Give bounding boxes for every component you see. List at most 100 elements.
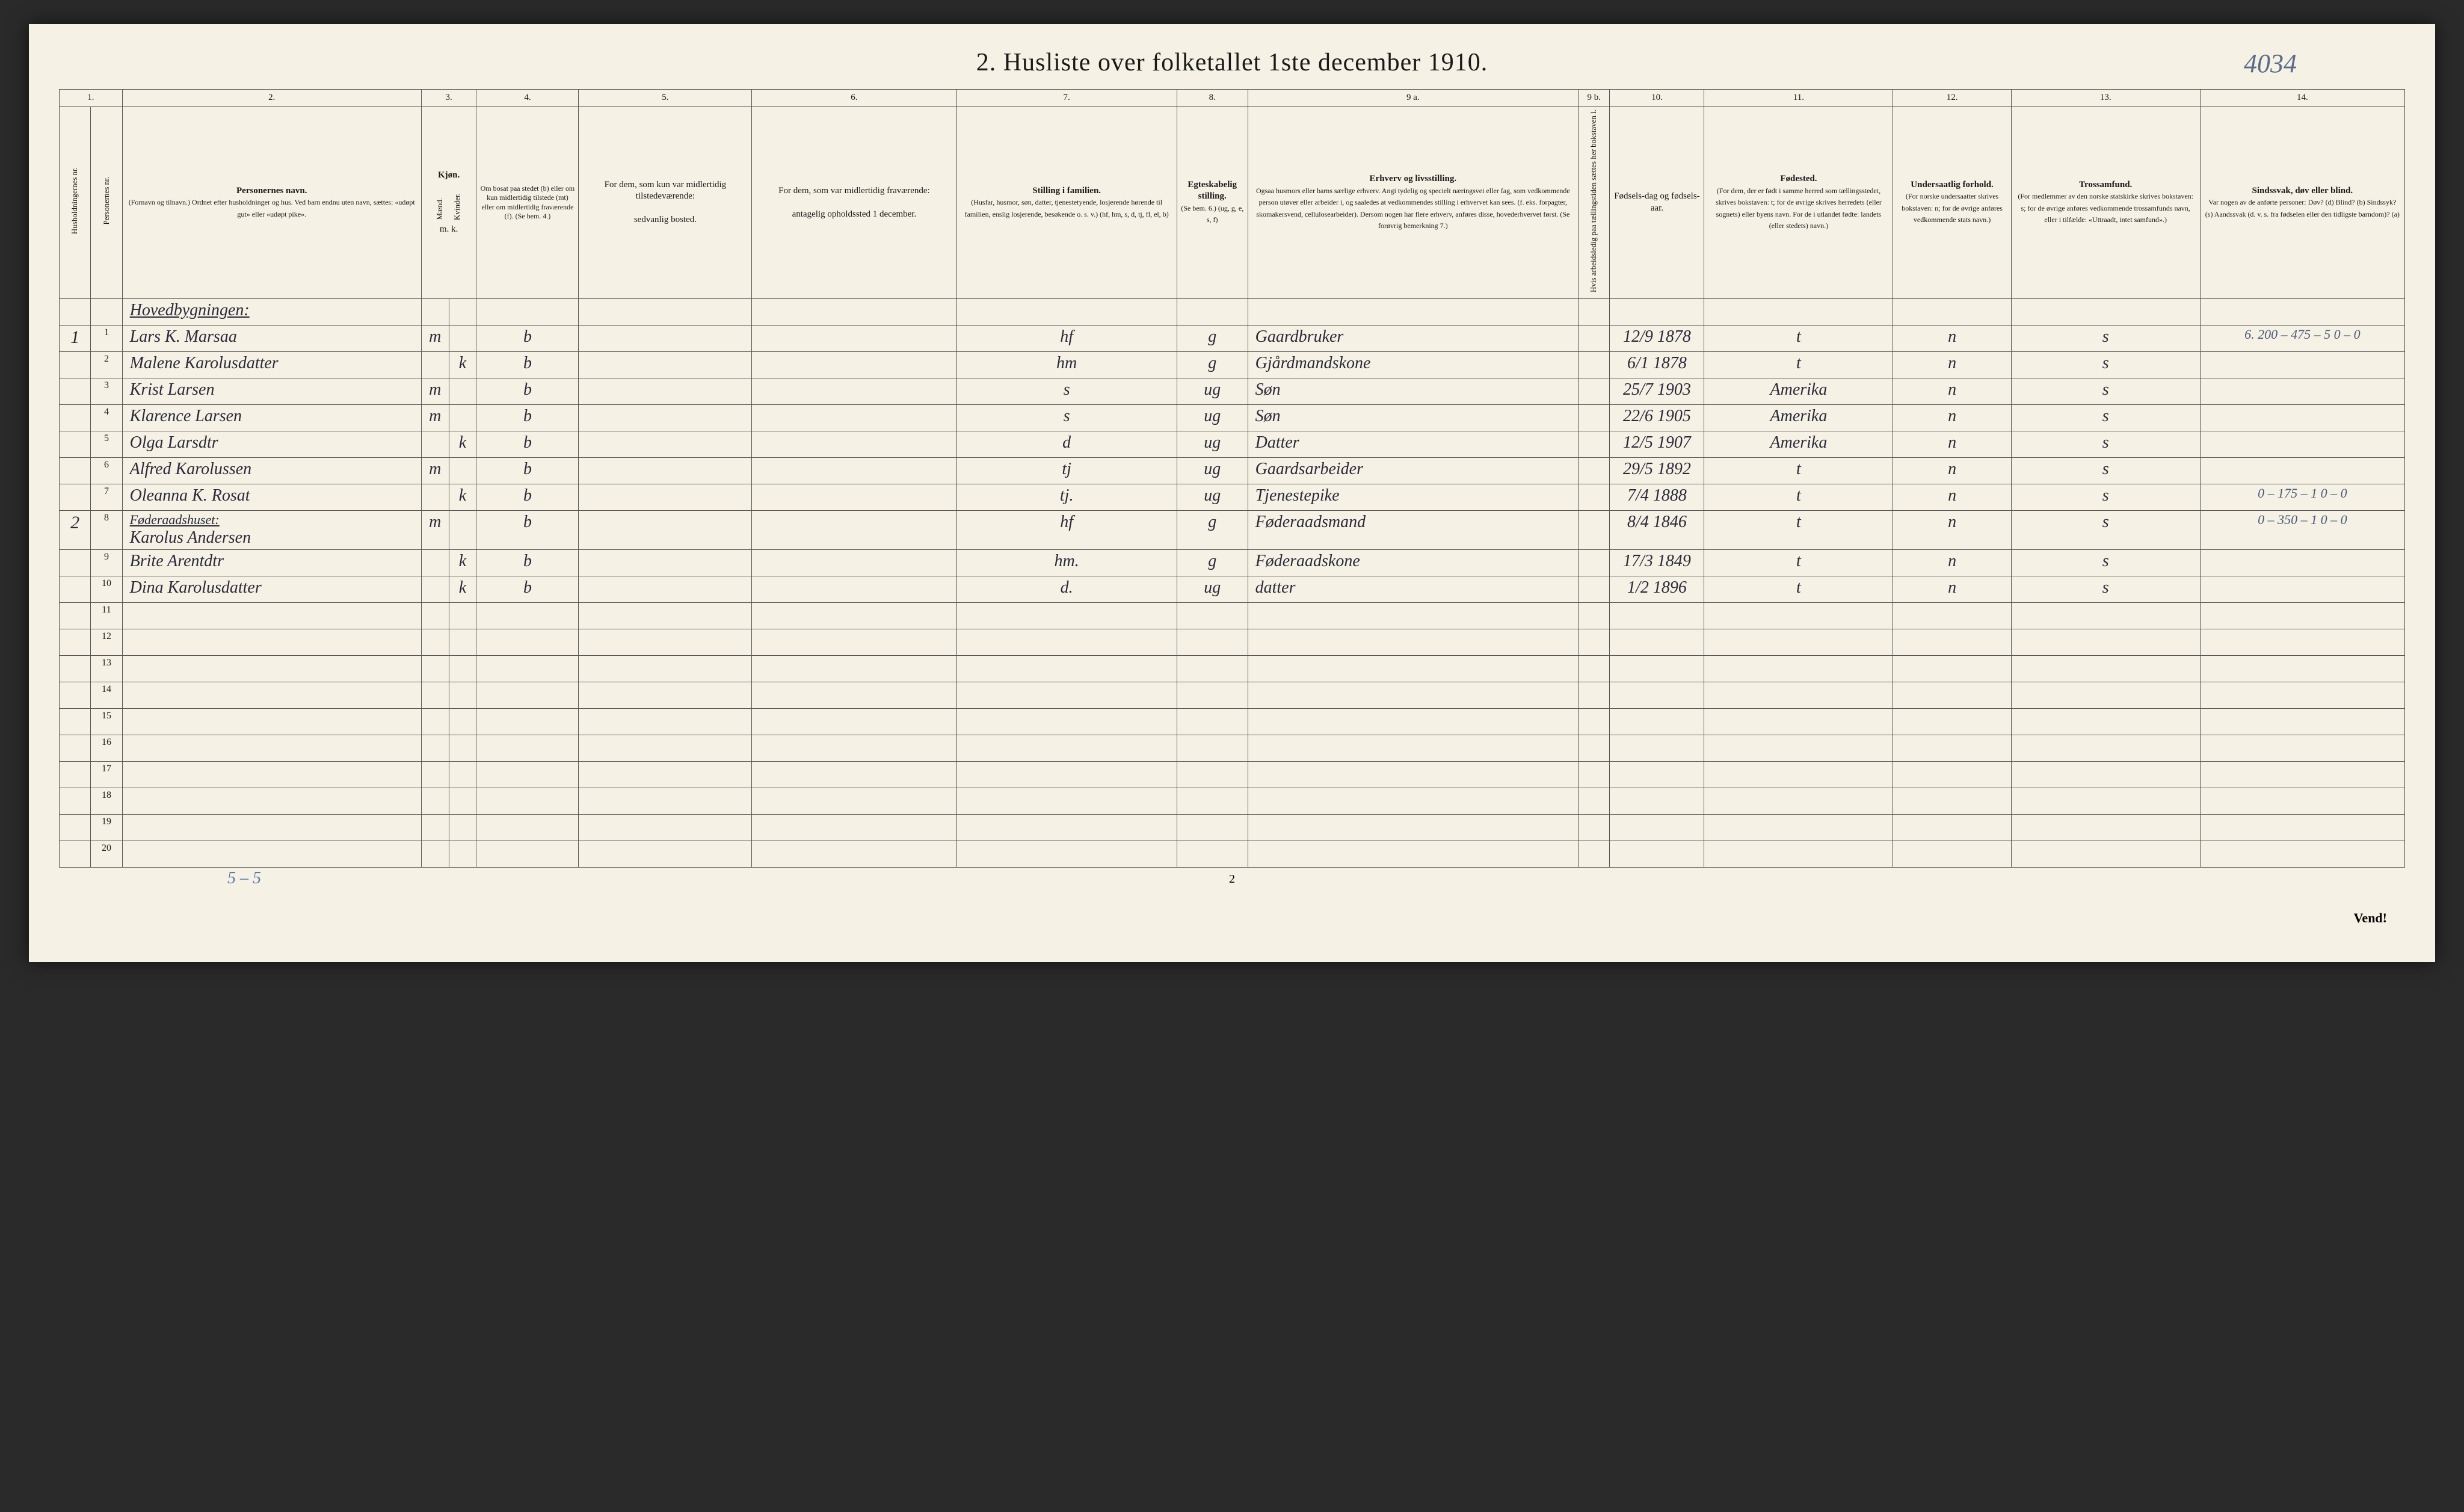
cell-blank — [1177, 656, 1248, 682]
cell-marital: ug — [1177, 431, 1248, 458]
table-row-blank: 12 — [60, 629, 2405, 656]
cell-sex-k: k — [449, 576, 476, 603]
cell-unemployed — [1578, 458, 1610, 484]
cell-household-nr — [60, 405, 91, 431]
cell-blank — [449, 629, 476, 656]
table-row: 10Dina Karolusdatterkbd.ugdatter1/2 1896… — [60, 576, 2405, 603]
cell-blank — [449, 603, 476, 629]
cell-blank — [1893, 841, 2011, 868]
colnum-14: 14. — [2200, 90, 2404, 107]
cell-temp-absent — [752, 405, 956, 431]
cell-residence: b — [476, 458, 579, 484]
cell-blank — [1248, 629, 1578, 656]
table-row-blank: 17 — [60, 762, 2405, 788]
section-header-row: Hovedbygningen: — [60, 299, 2405, 326]
cell-birthplace: t — [1704, 458, 1893, 484]
cell-blank — [752, 656, 956, 682]
head-nationality: Undersaatlig forhold. (For norske unders… — [1893, 106, 2011, 299]
cell-name: Alfred Karolussen — [122, 458, 421, 484]
cell-blank — [2200, 299, 2404, 326]
cell-blank — [579, 682, 752, 709]
cell-unemployed — [1578, 484, 1610, 511]
cell-person-nr: 20 — [91, 841, 122, 868]
head-name: Personernes navn. (Fornavn og tilnavn.) … — [122, 106, 421, 299]
cell-birthdate: 12/9 1878 — [1610, 326, 1704, 352]
cell-temp-absent — [752, 458, 956, 484]
table-row-blank: 14 — [60, 682, 2405, 709]
table-row-blank: 11 — [60, 603, 2405, 629]
table-row: 9Brite Arentdtrkbhm.gFøderaadskone17/3 1… — [60, 550, 2405, 576]
cell-temp-absent — [752, 484, 956, 511]
cell-blank — [449, 682, 476, 709]
cell-blank — [449, 788, 476, 815]
cell-blank — [752, 762, 956, 788]
cell-name: Lars K. Marsaa — [122, 326, 421, 352]
cell-household-nr — [60, 603, 91, 629]
cell-blank — [579, 841, 752, 868]
cell-religion: s — [2011, 405, 2200, 431]
colnum-10: 10. — [1610, 90, 1704, 107]
colnum-12: 12. — [1893, 90, 2011, 107]
head-unemployed: Hvis arbeidsledig paa tællingstiden sætt… — [1578, 106, 1610, 299]
cell-disability — [2200, 405, 2404, 431]
cell-blank — [1248, 735, 1578, 762]
cell-occupation: Søn — [1248, 378, 1578, 405]
cell-household-nr: 2 — [60, 511, 91, 550]
cell-blank — [1578, 603, 1610, 629]
cell-blank — [1177, 788, 1248, 815]
cell-person-nr: 2 — [91, 352, 122, 378]
colnum-1: 1. — [60, 90, 123, 107]
cell-sex-m — [421, 550, 449, 576]
cell-blank — [579, 762, 752, 788]
cell-disability — [2200, 576, 2404, 603]
cell-household-nr — [60, 352, 91, 378]
cell-blank — [956, 299, 1177, 326]
cell-blank — [2200, 682, 2404, 709]
cell-nationality: n — [1893, 511, 2011, 550]
head-birthdate: Fødsels-dag og fødsels-aar. — [1610, 106, 1704, 299]
cell-blank — [752, 709, 956, 735]
cell-blank — [2011, 709, 2200, 735]
cell-temp-absent — [752, 576, 956, 603]
cell-blank — [449, 762, 476, 788]
cell-birthdate: 7/4 1888 — [1610, 484, 1704, 511]
cell-sex-k: k — [449, 431, 476, 458]
cell-blank — [2200, 815, 2404, 841]
cell-occupation: Tjenestepike — [1248, 484, 1578, 511]
cell-occupation: Gaardsarbeider — [1248, 458, 1578, 484]
head-sex: Kjøn. Mænd. Kvinder. m. k. — [421, 106, 476, 299]
cell-blank — [1704, 709, 1893, 735]
cell-blank — [1610, 788, 1704, 815]
cell-blank — [1704, 762, 1893, 788]
cell-residence: b — [476, 484, 579, 511]
table-row: 11Lars K. MarsaambhfgGaardbruker12/9 187… — [60, 326, 2405, 352]
cell-blank — [579, 299, 752, 326]
cell-birthplace: t — [1704, 511, 1893, 550]
colnum-6: 6. — [752, 90, 956, 107]
cell-religion: s — [2011, 458, 2200, 484]
cell-person-nr: 12 — [91, 629, 122, 656]
cell-marital: ug — [1177, 458, 1248, 484]
cell-blank — [956, 709, 1177, 735]
cell-blank — [2200, 709, 2404, 735]
cell-blank — [1893, 788, 2011, 815]
cell-blank — [421, 762, 449, 788]
cell-blank — [476, 735, 579, 762]
cell-nationality: n — [1893, 484, 2011, 511]
cell-blank — [2011, 735, 2200, 762]
cell-blank — [2200, 735, 2404, 762]
cell-blank — [1177, 762, 1248, 788]
cell-blank — [2011, 629, 2200, 656]
cell-blank — [1704, 629, 1893, 656]
cell-family-pos: s — [956, 405, 1177, 431]
cell-blank — [752, 682, 956, 709]
cell-blank — [1610, 815, 1704, 841]
cell-blank — [1177, 735, 1248, 762]
cell-marital: g — [1177, 326, 1248, 352]
cell-disability — [2200, 352, 2404, 378]
cell-blank — [1610, 762, 1704, 788]
cell-hush — [60, 299, 91, 326]
cell-blank — [1248, 762, 1578, 788]
cell-blank — [1893, 735, 2011, 762]
cell-blank — [476, 709, 579, 735]
